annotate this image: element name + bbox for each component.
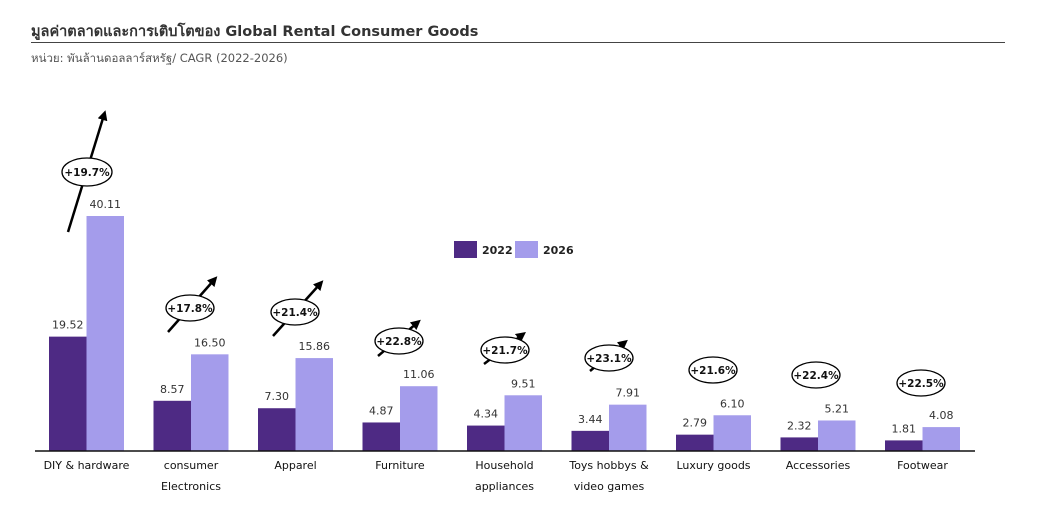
cagr-label-4: +21.7% (482, 345, 528, 357)
cagr-bubble-4 (480, 336, 530, 364)
cagr-label-0: +19.7% (64, 167, 110, 179)
data-label-2022-5: 3.44 (578, 413, 603, 426)
cagr-bubble-7 (791, 361, 841, 389)
x-tick-label-2: Apparel (274, 459, 316, 472)
cagr-bubble-8 (896, 369, 946, 397)
cagr-label-5: +23.1% (586, 353, 632, 365)
bar-2026-7 (818, 420, 856, 451)
legend-swatch-2026 (515, 241, 538, 258)
cagr-label-7: +22.4% (793, 370, 839, 382)
x-tick-label-1: Electronics (161, 480, 221, 493)
cagr-label-2: +21.4% (272, 307, 318, 319)
bar-2022-6 (676, 434, 714, 451)
x-tick-label-4: Household (475, 459, 533, 472)
data-label-2026-4: 9.51 (511, 377, 536, 390)
bar-2026-4 (504, 395, 542, 451)
title-divider (31, 42, 1005, 43)
bar-2022-8 (885, 440, 923, 451)
data-label-2022-2: 7.30 (265, 390, 290, 403)
x-tick-label-5: Toys hobbys & (568, 459, 649, 472)
x-tick-label-0: DIY & hardware (44, 459, 130, 472)
x-tick-label-3: Furniture (375, 459, 425, 472)
bar-2022-1 (153, 400, 191, 451)
cagr-bubble-6 (688, 356, 738, 384)
x-tick-label-1: consumer (164, 459, 219, 472)
bar-2022-7 (780, 437, 818, 451)
bar-2026-2 (295, 358, 333, 451)
bar-2022-0 (49, 336, 87, 451)
chart-title: มูลค่าตลาดและการเติบโตของ Global Rental … (31, 24, 479, 40)
data-label-2022-7: 2.32 (787, 419, 812, 432)
bar-2022-5 (571, 430, 609, 451)
cagr-bubble-0 (61, 157, 113, 187)
data-label-2022-1: 8.57 (160, 383, 185, 396)
data-label-2026-7: 5.21 (825, 402, 850, 415)
legend-swatch-2022 (454, 241, 477, 258)
data-label-2022-3: 4.87 (369, 404, 394, 417)
data-label-2026-5: 7.91 (616, 387, 641, 400)
bar-2026-3 (400, 386, 438, 451)
chart-subtitle: หน่วย: พันล้านดอลลาร์สหรัฐ/ CAGR (2022-2… (31, 51, 288, 65)
data-label-2022-8: 1.81 (892, 422, 917, 435)
bar-2022-3 (362, 422, 400, 451)
cagr-bubble-1 (165, 294, 215, 322)
bar-2022-4 (467, 425, 505, 451)
bar-2026-1 (191, 354, 229, 451)
cagr-label-6: +21.6% (690, 365, 736, 377)
cagr-bubble-2 (270, 298, 320, 326)
x-tick-label-5: video games (574, 480, 645, 493)
data-label-2026-8: 4.08 (929, 409, 954, 422)
legend-label-2026: 2026 (543, 244, 574, 257)
bar-2026-0 (86, 216, 124, 451)
data-label-2026-6: 6.10 (720, 397, 745, 410)
cagr-label-8: +22.5% (898, 378, 944, 390)
bar-2022-2 (258, 408, 296, 451)
x-tick-label-6: Luxury goods (676, 459, 750, 472)
bar-2026-6 (713, 415, 751, 451)
data-label-2026-0: 40.11 (90, 198, 122, 211)
cagr-bubble-5 (584, 344, 634, 372)
x-tick-label-4: appliances (475, 480, 534, 493)
data-label-2026-3: 11.06 (403, 368, 435, 381)
data-label-2026-1: 16.50 (194, 336, 226, 349)
cagr-label-3: +22.8% (376, 336, 422, 348)
legend-label-2022: 2022 (482, 244, 513, 257)
cagr-bubble-3 (374, 327, 424, 355)
cagr-label-1: +17.8% (167, 303, 213, 315)
data-label-2022-0: 19.52 (52, 319, 84, 332)
x-tick-label-8: Footwear (897, 459, 948, 472)
data-label-2022-4: 4.34 (474, 408, 499, 421)
data-label-2026-2: 15.86 (299, 340, 331, 353)
bar-2026-8 (922, 427, 960, 451)
x-tick-label-7: Accessories (786, 459, 851, 472)
data-label-2022-6: 2.79 (683, 417, 708, 430)
bar-2026-5 (609, 404, 647, 451)
